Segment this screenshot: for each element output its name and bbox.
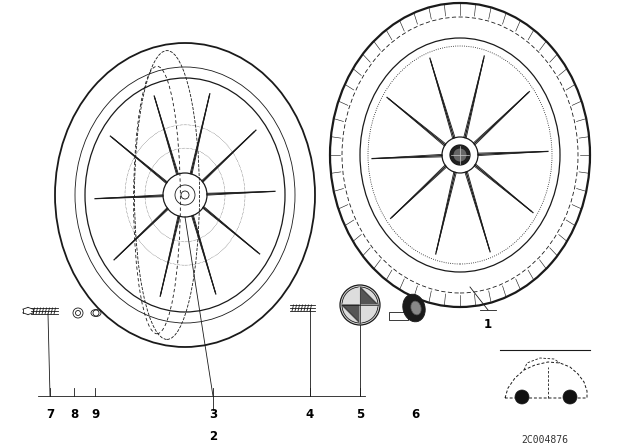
Text: 9: 9 — [91, 408, 99, 421]
Ellipse shape — [411, 301, 421, 315]
Polygon shape — [360, 305, 378, 323]
Circle shape — [563, 390, 577, 404]
Text: 2C004876: 2C004876 — [522, 435, 568, 445]
Polygon shape — [342, 305, 360, 323]
Text: 5: 5 — [356, 408, 364, 421]
Text: 6: 6 — [411, 408, 419, 421]
Text: 7: 7 — [46, 408, 54, 421]
Text: 2: 2 — [209, 430, 217, 443]
Polygon shape — [360, 287, 378, 305]
Text: 1: 1 — [484, 318, 492, 331]
Circle shape — [450, 145, 470, 165]
Polygon shape — [342, 287, 360, 305]
Circle shape — [453, 148, 467, 162]
Text: 3: 3 — [209, 408, 217, 421]
Text: 8: 8 — [70, 408, 78, 421]
Circle shape — [515, 390, 529, 404]
Circle shape — [340, 285, 380, 325]
Ellipse shape — [403, 294, 425, 322]
Text: 4: 4 — [306, 408, 314, 421]
